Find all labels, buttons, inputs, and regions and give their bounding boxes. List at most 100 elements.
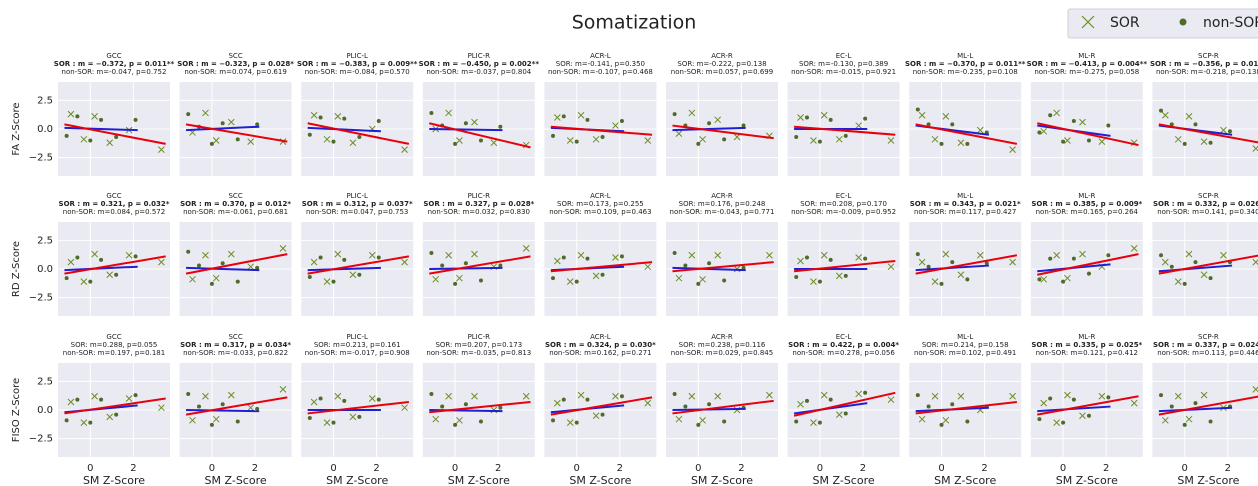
nonsor-stat: non-SOR: m=0.141, p=0.340 bbox=[1157, 208, 1258, 216]
nonsor-fit bbox=[672, 266, 746, 272]
nonsor-point bbox=[1048, 396, 1053, 401]
nonsor-stat: non-SOR: m=0.109, p=0.463 bbox=[549, 208, 651, 216]
nonsor-point bbox=[88, 420, 93, 425]
nonsor-point bbox=[984, 261, 989, 266]
sor-point bbox=[323, 135, 331, 143]
nonsor-point bbox=[478, 138, 483, 143]
sor-point bbox=[553, 257, 561, 265]
sor-fit bbox=[185, 253, 288, 275]
sor-point bbox=[1040, 399, 1048, 407]
panel-title: ML-L bbox=[957, 333, 973, 341]
nonsor-fit bbox=[672, 126, 746, 132]
nonsor-fit bbox=[307, 266, 381, 272]
sor-fit bbox=[1037, 122, 1139, 147]
nonsor-point bbox=[88, 279, 93, 284]
nonsor-point bbox=[307, 416, 312, 421]
nonsor-point bbox=[376, 118, 381, 123]
nonsor-point bbox=[220, 402, 225, 407]
nonsor-point bbox=[707, 261, 712, 266]
sor-point bbox=[957, 392, 965, 400]
nonsor-stat: non-SOR: m=0.057, p=0.699 bbox=[671, 68, 773, 76]
x-tick-label: 0 bbox=[574, 463, 580, 474]
nonsor-fit bbox=[307, 126, 381, 133]
x-tick-label: 0 bbox=[87, 463, 93, 474]
sor-stat: SOR : m = 0.370, p = 0.012* bbox=[180, 200, 291, 208]
nonsor-stat: non-SOR: m=-0.275, p=0.058 bbox=[1034, 68, 1139, 76]
x-tick-label: 0 bbox=[452, 463, 458, 474]
nonsor-point bbox=[817, 279, 822, 284]
nonsor-point bbox=[209, 281, 214, 286]
nonsor-fit bbox=[429, 266, 503, 270]
x-tick-label: 0 bbox=[330, 463, 336, 474]
x-tick-label: 2 bbox=[495, 463, 501, 474]
sor-point bbox=[1009, 146, 1016, 153]
nonsor-point bbox=[357, 135, 362, 140]
nonsor-point bbox=[99, 257, 104, 262]
nonsor-point bbox=[342, 257, 347, 262]
sor-point bbox=[279, 386, 287, 393]
panel-title: EC-L bbox=[836, 52, 852, 60]
nonsor-fit bbox=[186, 266, 260, 272]
sor-stat: SOR : m = 0.324, p = 0.030* bbox=[545, 341, 656, 349]
sor-point bbox=[445, 251, 452, 259]
sor-point bbox=[835, 272, 843, 280]
sor-point bbox=[1079, 412, 1086, 420]
x-axis-label: SM Z-Score bbox=[691, 474, 753, 486]
sor-point bbox=[1200, 138, 1208, 145]
panel-title: SCC bbox=[228, 333, 242, 341]
x-tick-label: 2 bbox=[1103, 463, 1109, 474]
sor-fit bbox=[307, 400, 410, 415]
nonsor-point bbox=[1193, 401, 1198, 406]
x-tick-label: 0 bbox=[938, 463, 944, 474]
nonsor-point bbox=[600, 272, 605, 277]
x-axis-label: SM Z-Score bbox=[1056, 474, 1118, 486]
nonsor-point bbox=[843, 273, 848, 278]
nonsor-point bbox=[926, 122, 931, 127]
sor-stat: SOR : m = −0.450, p = 0.002** bbox=[419, 60, 540, 68]
nonsor-point bbox=[600, 412, 605, 417]
sor-point bbox=[125, 251, 133, 259]
nonsor-point bbox=[440, 404, 445, 409]
nonsor-point bbox=[696, 422, 701, 427]
sor-point bbox=[202, 109, 209, 117]
panel-title: ML-R bbox=[1078, 333, 1095, 341]
sor-point bbox=[445, 392, 452, 400]
sor-fit bbox=[793, 259, 896, 273]
nonsor-point bbox=[498, 124, 503, 129]
sor-fit bbox=[185, 123, 288, 143]
nonsor-fit bbox=[64, 126, 138, 132]
nonsor-point bbox=[619, 118, 624, 123]
sor-point bbox=[887, 137, 895, 144]
sor-stat: SOR: m=0.214, p=0.158 bbox=[922, 341, 1009, 349]
sor-point bbox=[797, 400, 804, 408]
sor-point bbox=[810, 278, 817, 285]
x-axis-label: SM Z-Score bbox=[205, 474, 267, 486]
nonsor-stat: non-SOR: m=-0.218, p=0.138 bbox=[1156, 68, 1258, 76]
nonsor-point bbox=[318, 255, 323, 260]
sor-point bbox=[456, 274, 463, 282]
sor-fit bbox=[550, 261, 653, 273]
sor-point bbox=[1040, 127, 1048, 135]
nonsor-point bbox=[683, 404, 688, 409]
x-tick-label: 2 bbox=[617, 463, 623, 474]
sor-stat: SOR: m=0.238, p=0.116 bbox=[679, 341, 766, 349]
nonsor-point bbox=[828, 397, 833, 402]
sor-fit bbox=[1037, 395, 1139, 416]
sor-point bbox=[1079, 118, 1086, 126]
panel-title: ML-R bbox=[1078, 192, 1095, 200]
sor-point bbox=[855, 390, 863, 398]
nonsor-point bbox=[683, 263, 688, 268]
sor-point bbox=[918, 258, 926, 266]
sor-point bbox=[80, 419, 88, 426]
nonsor-point bbox=[1106, 395, 1111, 400]
panel-title: ML-L bbox=[957, 192, 973, 200]
panel-title: GCC bbox=[106, 52, 121, 60]
nonsor-stat: non-SOR: m=-0.015, p=0.921 bbox=[791, 68, 896, 76]
